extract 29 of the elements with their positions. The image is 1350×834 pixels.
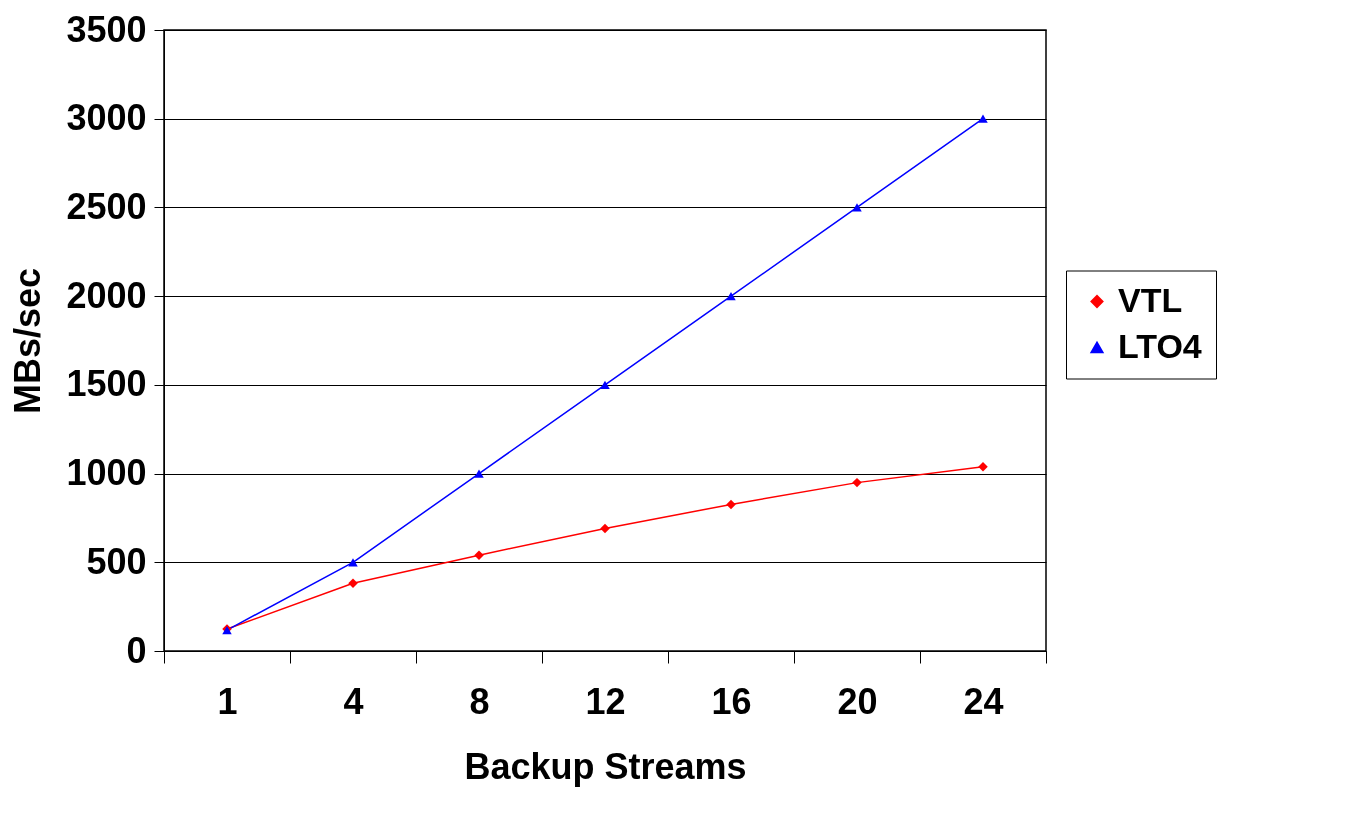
- legend-label: VTL: [1118, 280, 1183, 319]
- y-tick-label: 500: [86, 540, 147, 582]
- y-tick-label: 1000: [66, 452, 147, 494]
- x-tick-label: 1: [217, 680, 238, 722]
- x-tick-label: 24: [963, 680, 1004, 722]
- y-axis-title: MBs/sec: [7, 267, 49, 415]
- x-axis-title: Backup Streams: [464, 745, 747, 787]
- y-tick-label: 3500: [66, 8, 147, 50]
- point: [852, 477, 862, 488]
- x-tick-label: 8: [469, 680, 490, 722]
- legend-label: LTO4: [1118, 326, 1202, 365]
- x-tick-label: 4: [343, 680, 364, 722]
- x-tick-label: 12: [585, 680, 626, 722]
- y-tick-label: 0: [126, 629, 147, 671]
- point: [852, 203, 862, 212]
- point: [726, 292, 736, 301]
- point: [978, 114, 988, 123]
- point: [600, 523, 610, 534]
- y-tick-label: 3000: [66, 97, 147, 139]
- y-tick-label: 1500: [66, 363, 147, 405]
- y-tick-label: 2500: [66, 185, 147, 227]
- point: [978, 461, 988, 472]
- x-tick-label: 16: [711, 680, 752, 722]
- y-tick-label: 2000: [66, 274, 147, 316]
- point: [348, 558, 358, 567]
- point: [600, 380, 610, 389]
- x-tick-label: 20: [837, 680, 878, 722]
- point: [474, 469, 484, 478]
- point: [726, 499, 736, 510]
